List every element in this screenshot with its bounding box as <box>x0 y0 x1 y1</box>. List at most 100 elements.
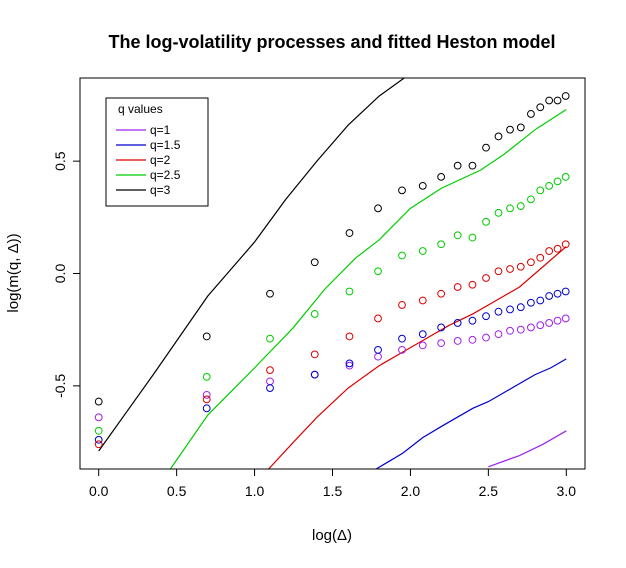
fit-line-q=1.5 <box>375 358 567 469</box>
legend: q values q=1q=1.5q=2q=2.5q=3 <box>105 97 209 207</box>
data-point-q=3 <box>536 103 545 112</box>
data-point-q=2 <box>494 267 503 276</box>
x-axis-label: log(Δ) <box>312 527 352 544</box>
data-point-q=1.5 <box>494 307 503 316</box>
y-tick-label: 0.0 <box>52 264 68 284</box>
data-point-q=3 <box>453 161 462 170</box>
data-point-q=2 <box>202 395 211 404</box>
data-point-q=2 <box>398 301 406 309</box>
data-point-q=2.5 <box>418 247 427 255</box>
data-point-q=1 <box>482 333 490 342</box>
data-point-q=1.5 <box>202 404 211 413</box>
data-point-q=1.5 <box>553 289 562 298</box>
data-point-q=2.5 <box>536 186 545 195</box>
fit-line-q=2.5 <box>169 108 567 469</box>
legend-label: q=1.5 <box>150 138 181 152</box>
data-point-q=3 <box>553 96 562 105</box>
data-point-q=1 <box>506 326 514 335</box>
data-point-q=1 <box>437 339 446 348</box>
data-point-q=2.5 <box>506 204 514 213</box>
y-tick-label: -0.5 <box>52 374 68 398</box>
x-tick-label: 1.0 <box>245 483 265 499</box>
legend-label: q=3 <box>150 183 171 197</box>
data-points <box>94 92 570 449</box>
data-point-q=1 <box>527 323 535 332</box>
x-tick-label: 0.5 <box>167 483 187 499</box>
data-point-q=2.5 <box>310 310 319 318</box>
data-point-q=1 <box>561 314 570 323</box>
data-point-q=2.5 <box>527 195 535 204</box>
data-point-q=1 <box>468 335 477 344</box>
data-point-q=2.5 <box>494 208 503 217</box>
data-point-q=3 <box>374 204 382 213</box>
data-point-q=2 <box>437 289 446 298</box>
y-tick-label: 0.5 <box>52 151 68 171</box>
data-point-q=1 <box>266 377 274 386</box>
data-point-q=3 <box>561 92 570 100</box>
data-point-q=2.5 <box>94 426 103 435</box>
data-point-q=1 <box>536 321 545 330</box>
data-point-q=3 <box>398 186 406 195</box>
data-point-q=2 <box>310 350 319 359</box>
data-point-q=2.5 <box>202 372 211 381</box>
data-point-q=2.5 <box>516 202 525 210</box>
data-point-q=1.5 <box>94 435 103 444</box>
chart-title: The log-volatility processes and fitted … <box>108 32 555 52</box>
data-point-q=2 <box>545 247 554 255</box>
data-point-q=1.5 <box>527 298 535 307</box>
data-point-q=1.5 <box>266 384 274 393</box>
data-point-q=1.5 <box>345 359 354 368</box>
x-tick-label: 2.5 <box>479 483 499 499</box>
data-point-q=3 <box>506 125 514 134</box>
data-point-q=1 <box>418 341 427 350</box>
fit-line-q=3 <box>98 78 405 452</box>
data-point-q=2.5 <box>437 240 446 249</box>
data-point-q=3 <box>494 132 503 141</box>
data-point-q=1 <box>553 316 562 325</box>
data-point-q=3 <box>94 397 103 406</box>
data-point-q=2 <box>516 262 525 271</box>
x-axis: 0.0 0.5 1.0 1.5 2.0 2.5 3.0 <box>89 468 577 499</box>
data-point-q=1 <box>345 361 354 370</box>
data-point-q=1.5 <box>453 319 462 327</box>
data-point-q=1 <box>453 337 462 345</box>
data-point-q=2.5 <box>553 177 562 186</box>
x-tick-label: 3.0 <box>557 483 577 499</box>
data-point-q=1 <box>202 390 211 399</box>
data-point-q=1 <box>374 352 382 361</box>
data-point-q=2.5 <box>266 334 274 343</box>
y-axis: -0.5 0.0 0.5 <box>52 151 81 398</box>
data-point-q=3 <box>202 332 211 341</box>
fit-line-q=2 <box>268 246 567 469</box>
x-tick-label: 2.0 <box>401 483 421 499</box>
data-point-q=1 <box>398 346 406 354</box>
data-point-q=2 <box>418 296 427 305</box>
data-point-q=3 <box>527 110 535 118</box>
legend-title: q values <box>118 102 163 116</box>
legend-box <box>105 97 209 207</box>
data-point-q=2.5 <box>561 172 570 181</box>
x-tick-label: 1.5 <box>323 483 343 499</box>
data-point-q=2.5 <box>468 233 477 242</box>
data-point-q=1.5 <box>374 346 382 354</box>
data-point-q=1.5 <box>482 312 490 321</box>
data-point-q=3 <box>418 181 427 190</box>
data-point-q=2 <box>374 314 382 323</box>
data-point-q=2 <box>553 244 562 253</box>
legend-label: q=2.5 <box>150 168 181 182</box>
legend-items: q=1q=1.5q=2q=2.5q=3 <box>116 123 181 197</box>
data-point-q=1.5 <box>398 334 406 343</box>
data-point-q=1 <box>94 413 103 422</box>
fit-line-q=1 <box>488 430 567 468</box>
data-point-q=3 <box>345 229 354 237</box>
data-point-q=3 <box>545 96 554 105</box>
y-axis-label: log(m(q, Δ)) <box>5 233 22 312</box>
data-point-q=3 <box>266 289 274 298</box>
data-point-q=2 <box>506 265 514 273</box>
data-point-q=2.5 <box>345 287 354 296</box>
data-point-q=1.5 <box>468 316 477 325</box>
data-point-q=1.5 <box>561 287 570 296</box>
data-point-q=1 <box>516 325 525 334</box>
data-point-q=3 <box>482 143 490 152</box>
